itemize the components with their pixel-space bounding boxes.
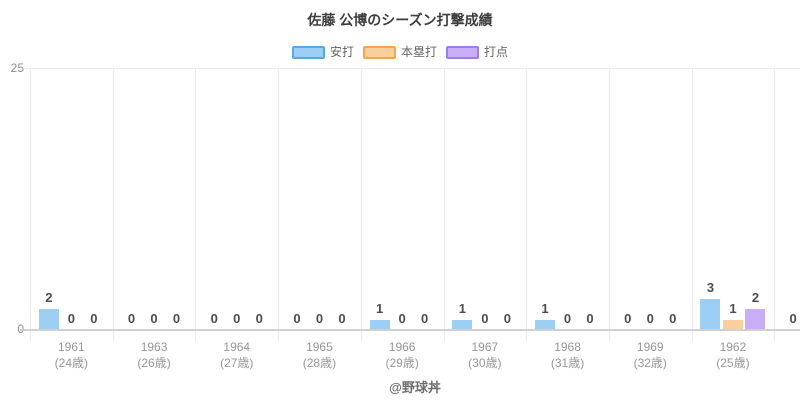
x-label-year-1967: 1967 <box>471 340 499 354</box>
value-label-rbi-1963: 0 <box>172 311 181 326</box>
x-label-age-1968: (31歳) <box>550 356 585 370</box>
y-axis-gridline <box>30 68 31 342</box>
category-separator <box>608 68 610 342</box>
value-label-home-runs-1969: 0 <box>646 311 654 326</box>
value-label-home-runs-1962: 1 <box>729 300 737 316</box>
value-label-rbi-1967: 0 <box>503 311 511 326</box>
legend-item-home-runs[interactable]: 本塁打 <box>362 45 437 59</box>
value-label-clipped-right: 0 <box>789 311 797 326</box>
chart-title: 佐藤 公博のシーズン打撃成績 <box>307 12 493 28</box>
value-label-rbi-1969: 0 <box>669 311 677 326</box>
bar-hits-1962[interactable] <box>700 298 721 330</box>
x-label-year-1962: 1962 <box>719 340 747 354</box>
value-label-home-runs-1965: 0 <box>315 311 324 326</box>
x-label-age-1961: (24歳) <box>54 356 89 370</box>
legend-item-label: 打点 <box>484 45 509 59</box>
watermark: @野球丼 <box>389 380 441 395</box>
x-label-year-1969: 1969 <box>636 340 664 354</box>
value-label-hits-1966: 1 <box>376 300 384 316</box>
legend: 安打 本塁打 打点 <box>0 44 800 60</box>
category-separator <box>691 68 693 342</box>
value-label-hits-1964: 0 <box>210 311 218 326</box>
x-label-year-1968: 1968 <box>554 340 581 354</box>
x-label-age-1964: (27歳) <box>220 356 254 370</box>
x-label-year-1963: 1963 <box>140 340 168 354</box>
legend-item-label: 安打 <box>329 45 354 59</box>
value-label-rbi-1968: 0 <box>586 311 594 326</box>
bar-home-runs-1962[interactable] <box>722 319 743 330</box>
category-separator <box>195 68 197 342</box>
value-label-rbi-1964: 0 <box>255 311 263 326</box>
home-runs-swatch-icon <box>362 45 396 59</box>
legend-item-rbi[interactable]: 打点 <box>446 45 508 59</box>
legend-item-label: 本塁打 <box>400 45 437 59</box>
x-label-year-1966: 1966 <box>388 340 416 354</box>
value-label-home-runs-1966: 0 <box>398 311 406 326</box>
category-separator <box>360 68 362 342</box>
value-label-hits-1968: 1 <box>541 300 549 316</box>
x-label-year-1961: 1961 <box>57 340 85 354</box>
value-label-hits-1969: 0 <box>624 311 632 326</box>
x-axis-line <box>20 329 800 331</box>
value-label-home-runs-1964: 0 <box>233 311 241 326</box>
value-label-hits-1965: 0 <box>293 311 301 326</box>
bar-hits-1961[interactable] <box>38 309 59 330</box>
value-label-hits-1963: 0 <box>127 311 136 326</box>
x-label-age-1966: (29歳) <box>385 356 419 370</box>
x-label-year-1965: 1965 <box>306 340 333 354</box>
category-separator <box>278 68 280 342</box>
value-label-home-runs-1963: 0 <box>150 311 158 326</box>
x-label-year-1964: 1964 <box>223 340 251 354</box>
value-label-hits-1962: 3 <box>706 279 715 295</box>
value-label-rbi-1962: 2 <box>751 290 760 306</box>
value-label-home-runs-1967: 0 <box>481 311 489 326</box>
value-label-rbi-1966: 0 <box>421 311 429 326</box>
value-label-hits-1961: 2 <box>45 290 53 306</box>
category-separator <box>526 68 528 342</box>
hits-swatch-icon <box>291 45 325 59</box>
y-axis-tick-max: 25 <box>10 61 24 75</box>
x-label-age-1963: (26歳) <box>137 356 171 370</box>
rbi-swatch-icon <box>446 45 479 59</box>
value-label-hits-1967: 1 <box>458 300 466 316</box>
legend-item-hits[interactable]: 安打 <box>291 45 354 59</box>
category-separator <box>774 68 776 342</box>
bar-hits-1966[interactable] <box>369 319 390 330</box>
value-label-rbi-1961: 0 <box>90 311 98 326</box>
gridline-25 <box>24 68 800 69</box>
category-separator <box>443 68 445 342</box>
value-label-home-runs-1968: 0 <box>563 311 572 326</box>
x-label-age-1965: (28歳) <box>302 356 337 370</box>
bar-hits-1967[interactable] <box>452 319 473 330</box>
category-separator <box>112 68 114 342</box>
value-label-rbi-1965: 0 <box>338 311 346 326</box>
x-label-age-1967: (30歳) <box>468 356 502 370</box>
bar-rbi-1962[interactable] <box>745 309 766 330</box>
value-label-home-runs-1961: 0 <box>67 311 75 326</box>
bar-hits-1968[interactable] <box>535 319 556 330</box>
x-label-age-1962: (25歳) <box>716 356 750 370</box>
x-label-age-1969: (32歳) <box>633 356 667 370</box>
